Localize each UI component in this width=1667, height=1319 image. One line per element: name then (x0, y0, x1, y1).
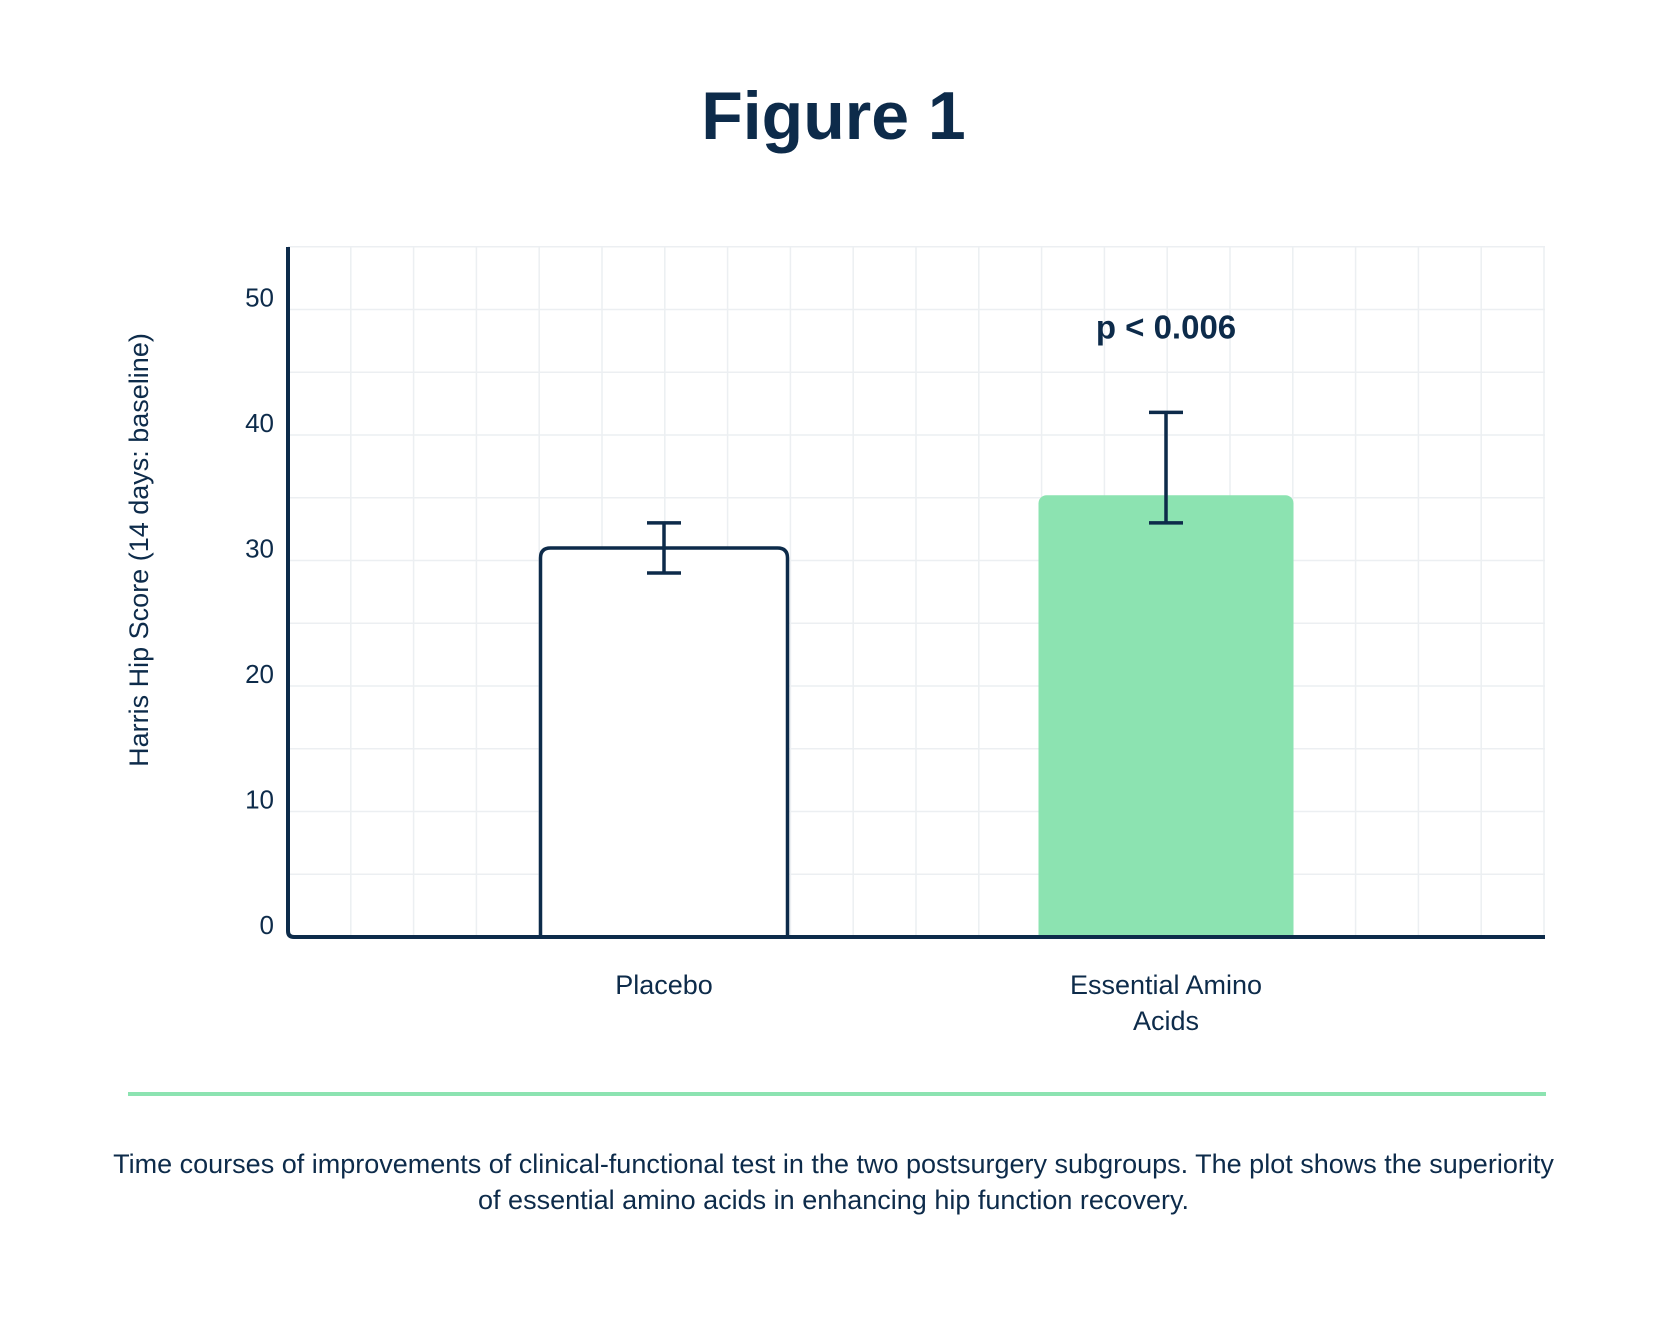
x-category-label-line: Placebo (615, 970, 713, 1000)
axes (286, 247, 1545, 939)
y-tick-label: 40 (245, 408, 274, 438)
axis-lines (286, 247, 1545, 939)
x-category-label-line: Acids (1133, 1006, 1199, 1036)
y-tick-label: 0 (260, 910, 274, 940)
x-category-label: Placebo (615, 970, 713, 1000)
divider-line (128, 1092, 1546, 1096)
p-value-annotation: p < 0.006 (1096, 308, 1236, 345)
grid (288, 246, 1545, 937)
labels: 0 10 20 30 40 50 Harris Hip Score (14 days: ba… (124, 283, 1262, 1037)
bar-placebo (538, 546, 790, 937)
bar-essential-amino-acids-base (1038, 925, 1294, 937)
x-category-label: Essential Amino Acids (1070, 970, 1262, 1036)
bars (538, 410, 1294, 937)
y-axis-label: Harris Hip Score (14 days: baseline) (124, 333, 154, 767)
y-tick-label: 20 (245, 659, 274, 689)
bar-chart: 0 10 20 30 40 50 Harris Hip Score (14 days: ba… (124, 246, 1545, 1037)
x-category-label-line: Essential Amino (1070, 970, 1262, 1000)
y-tick-label: 10 (245, 785, 274, 815)
figure-title: Figure 1 (701, 78, 966, 154)
figure-caption: Time courses of improvements of clinical… (113, 1149, 1554, 1215)
y-tick-label: 30 (245, 534, 274, 564)
y-tick-label: 50 (245, 283, 274, 313)
bar-essential-amino-acids (1038, 495, 1294, 937)
